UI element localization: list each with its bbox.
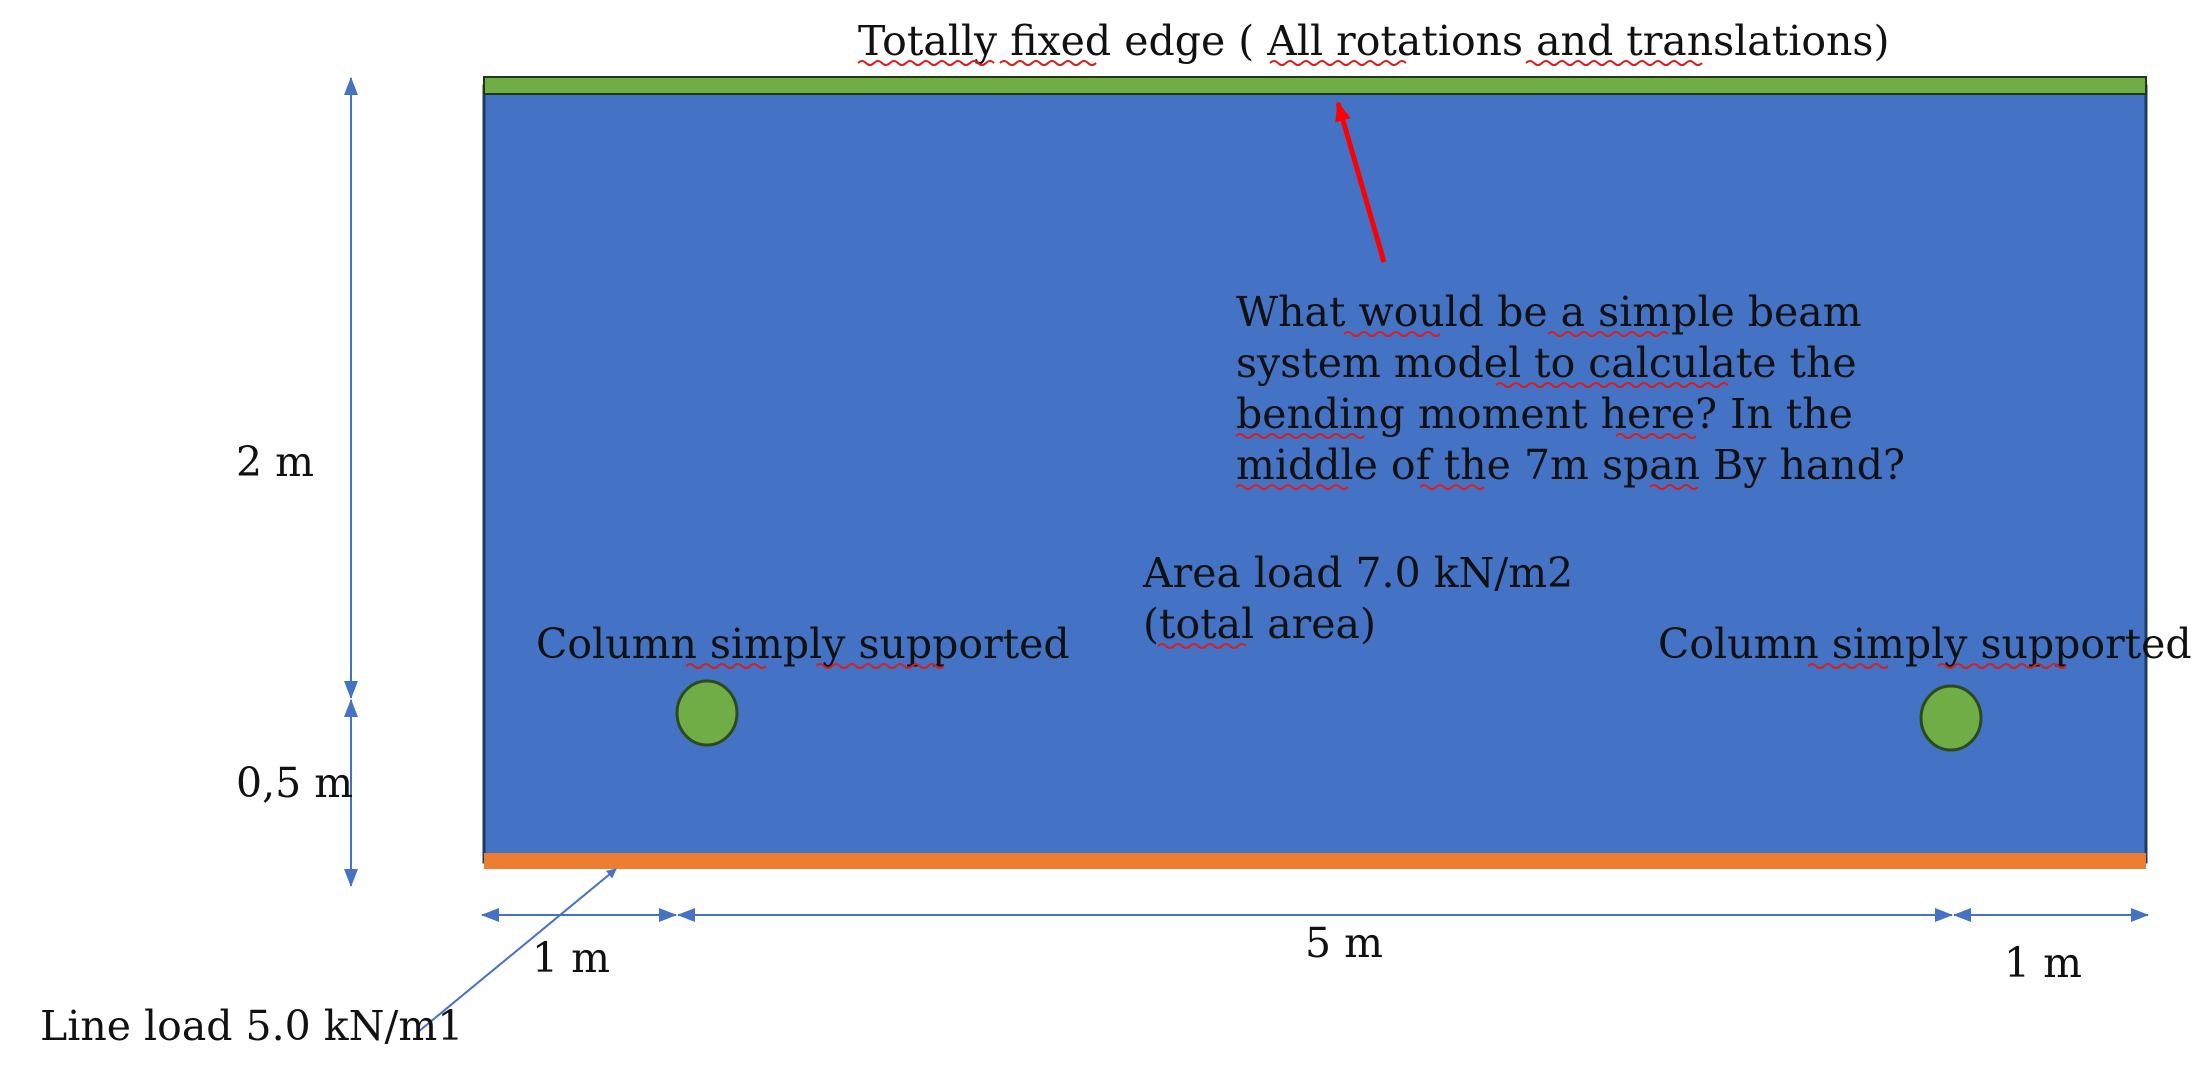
line-load-leader xyxy=(417,868,617,1033)
fixed-edge-bar xyxy=(483,76,2147,95)
fixed-edge-label: Totally fixed edge ( All rotations and t… xyxy=(858,17,1889,65)
slab-area xyxy=(482,84,2148,864)
line-load-label: Line load 5.0 kN/m1 xyxy=(40,1002,463,1050)
question-line-3: bending moment here? In the xyxy=(1236,390,1853,438)
column-left-label: Column simply supported xyxy=(536,620,1070,668)
dim-label-vertical-upper: 2 m xyxy=(236,438,314,486)
dim-label-horizontal-mid: 5 m xyxy=(1305,919,1383,967)
dim-label-vertical-lower: 0,5 m xyxy=(236,759,353,807)
line-load-edge-bar xyxy=(484,853,2146,869)
question-line-1: What would be a simple beam xyxy=(1236,288,1862,336)
question-line-2: system model to calculate the xyxy=(1236,339,1857,387)
dim-label-horizontal-left: 1 m xyxy=(532,934,610,982)
column-left xyxy=(675,679,739,747)
column-right xyxy=(1919,684,1983,752)
spell-check-underlines xyxy=(685,60,2067,669)
area-load-label-line-1: Area load 7.0 kN/m2 xyxy=(1142,549,1573,597)
question-line-4: middle of the 7m span By hand? xyxy=(1236,441,1905,489)
dim-label-horizontal-right: 1 m xyxy=(2004,939,2082,987)
pointer-arrow xyxy=(1335,101,1387,263)
column-right-label: Column simply supported xyxy=(1658,620,2192,668)
area-load-label-line-2: (total area) xyxy=(1143,600,1376,648)
